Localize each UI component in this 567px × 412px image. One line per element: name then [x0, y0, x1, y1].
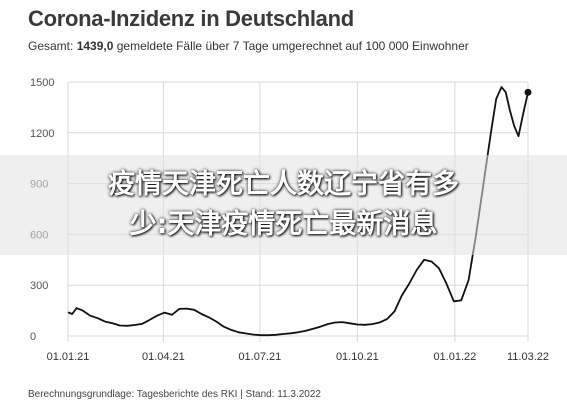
overlay-banner — [0, 155, 567, 255]
y-tick-label-300: 300 — [30, 280, 48, 292]
x-tick-label-1: 01.04.21 — [142, 351, 185, 363]
chart-subtitle: Gesamt: 1439,0 gemeldete Fälle über 7 Ta… — [28, 39, 469, 53]
x-tick-label-2: 01.07.21 — [238, 351, 281, 363]
overlay-headline-line2: 少:天津疫情死亡最新消息 — [129, 209, 438, 240]
overlay-headline-line1: 疫情天津死亡人数辽宁省有多 — [108, 169, 459, 200]
overlay-headline: 疫情天津死亡人数辽宁省有多 少:天津疫情死亡最新消息 — [0, 165, 567, 245]
x-tick-label-0: 01.01.21 — [47, 351, 90, 363]
y-tick-label-0: 0 — [30, 331, 36, 343]
subtitle-prefix: Gesamt: — [28, 39, 77, 53]
x-tick-label-5: 11.03.22 — [507, 351, 549, 363]
x-tick-label-4: 01.01.22 — [433, 351, 476, 363]
x-tick-label-3: 01.10.21 — [336, 351, 379, 363]
subtitle-total-value: 1439,0 — [76, 39, 114, 53]
incidence-series-line — [67, 86, 529, 337]
x-axis-labels: 01.01.21 01.04.21 01.07.21 01.10.21 01.01.22… — [47, 351, 549, 363]
latest-value-marker — [524, 88, 532, 96]
chart-title: Corona-Inzidenz in Deutschland — [28, 6, 354, 31]
y-tick-label-1500: 1500 — [30, 77, 54, 89]
source-note: Berechnungsgrundlage: Tagesberichte des … — [28, 389, 321, 400]
subtitle-suffix: gemeldete Fälle über 7 Tage umgerechnet … — [113, 39, 469, 53]
y-tick-label-1200: 1200 — [30, 128, 54, 140]
series-layer — [67, 86, 532, 337]
